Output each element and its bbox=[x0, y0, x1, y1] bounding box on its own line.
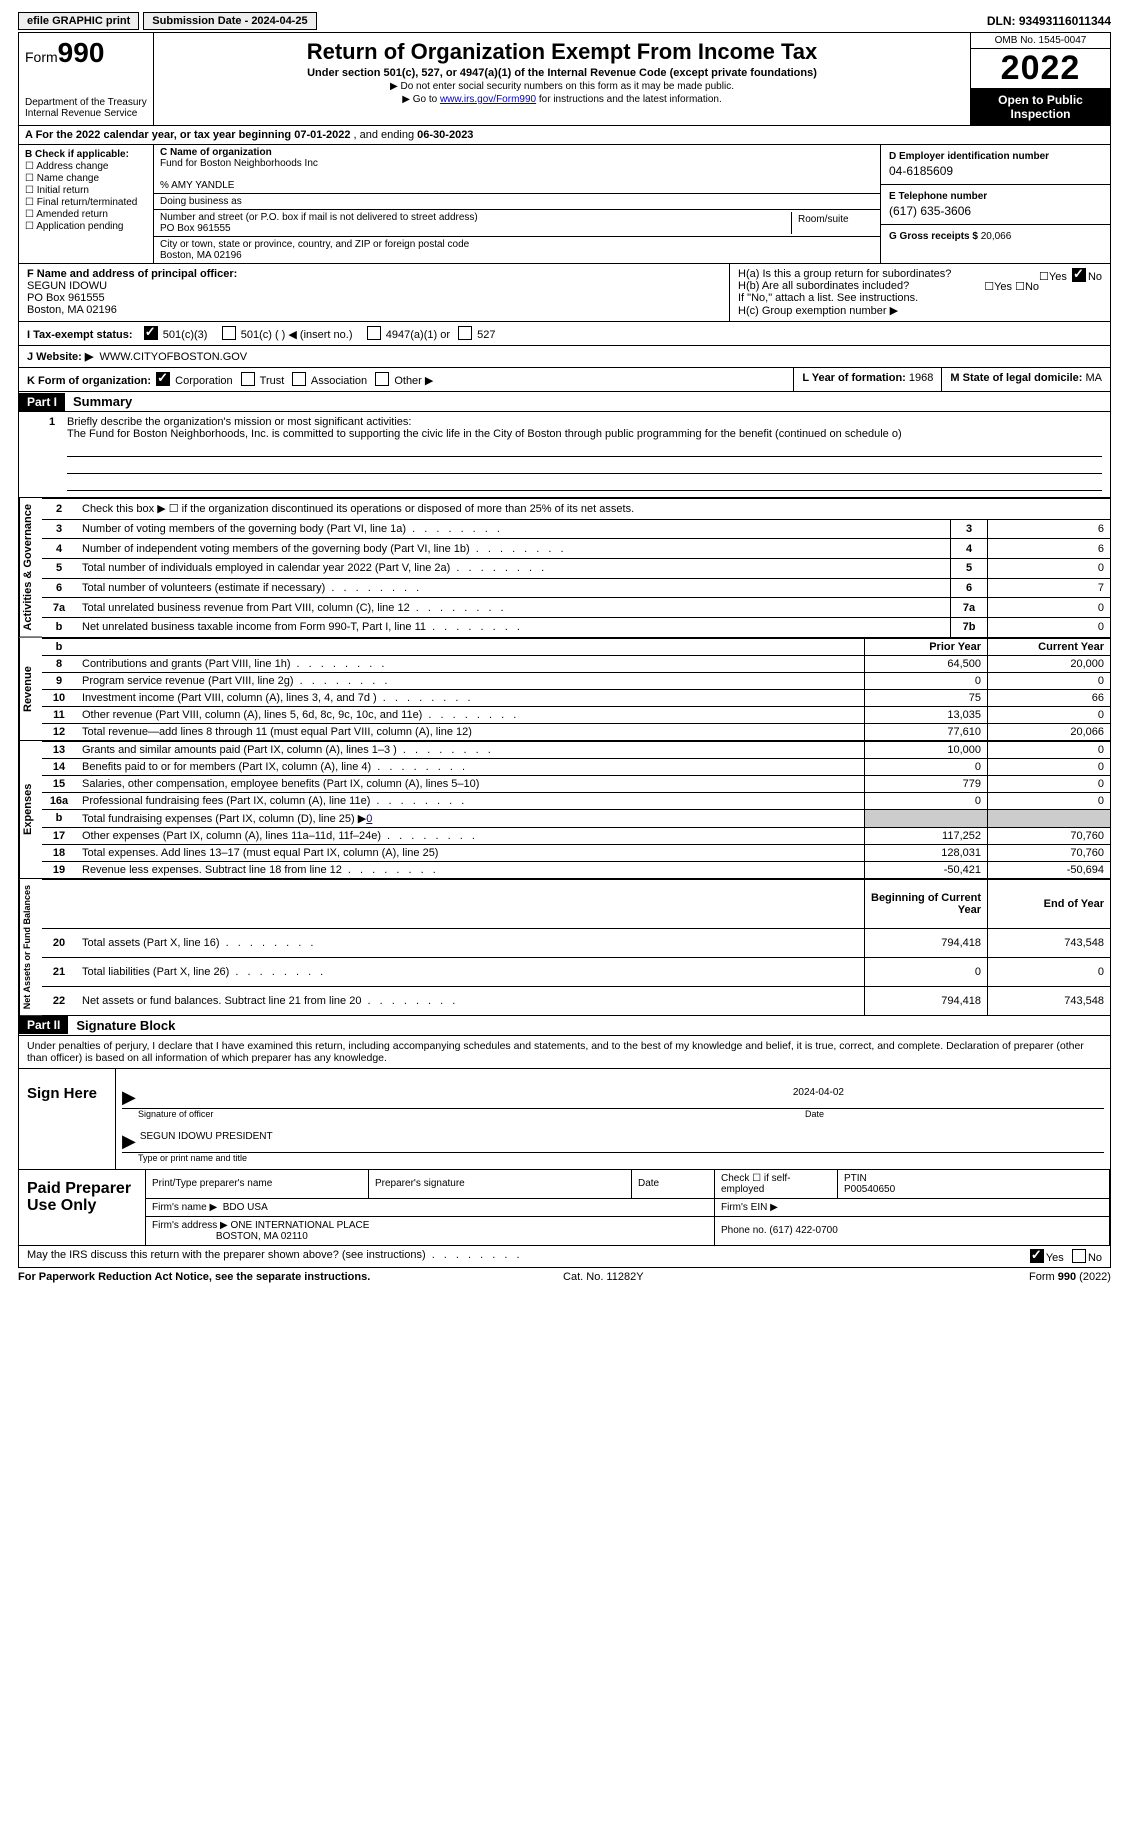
firm-addr1: ONE INTERNATIONAL PLACE bbox=[231, 1220, 370, 1231]
irs-link[interactable]: www.irs.gov/Form990 bbox=[440, 94, 536, 105]
chk-other[interactable] bbox=[375, 372, 389, 386]
org-name: Fund for Boston Neighborhoods Inc bbox=[160, 158, 318, 169]
officer-print-name: SEGUN IDOWU PRESIDENT bbox=[140, 1131, 273, 1152]
chk-app-pending[interactable]: Application pending bbox=[25, 221, 147, 232]
state-domicile: MA bbox=[1086, 372, 1103, 384]
officer-addr2: Boston, MA 02196 bbox=[27, 304, 117, 316]
topbar: efile GRAPHIC print Submission Date - 20… bbox=[18, 12, 1111, 30]
hc-label: H(c) Group exemption number ▶ bbox=[738, 304, 1102, 317]
firm-name: BDO USA bbox=[223, 1202, 268, 1213]
sign-date: 2024-04-02 bbox=[793, 1087, 1104, 1108]
vtab-revenue: Revenue bbox=[19, 638, 42, 741]
chk-assoc[interactable] bbox=[292, 372, 306, 386]
dln: DLN: 93493116011344 bbox=[987, 14, 1111, 28]
ha-no-check[interactable] bbox=[1072, 268, 1086, 282]
dept-treasury: Department of the Treasury bbox=[25, 97, 147, 108]
netassets-section: Net Assets or Fund Balances Beginning of… bbox=[18, 879, 1111, 1016]
chk-corp[interactable] bbox=[156, 372, 170, 386]
city-label: City or town, state or province, country… bbox=[160, 239, 469, 250]
activities-gov-section: Activities & Governance 2Check this box … bbox=[18, 498, 1111, 638]
expenses-section: Expenses 13Grants and similar amounts pa… bbox=[18, 741, 1111, 879]
row-i-status: I Tax-exempt status: 501(c)(3) 501(c) ( … bbox=[18, 322, 1111, 346]
paid-preparer-block: Paid Preparer Use Only Print/Type prepar… bbox=[18, 1170, 1111, 1246]
chk-amended[interactable]: Amended return bbox=[25, 209, 147, 220]
chk-final-return[interactable]: Final return/terminated bbox=[25, 197, 147, 208]
officer-addr1: PO Box 961555 bbox=[27, 292, 105, 304]
dba-label: Doing business as bbox=[160, 196, 242, 207]
part1-header: Part I Summary bbox=[18, 392, 1111, 412]
ein-label: D Employer identification number bbox=[889, 151, 1049, 162]
chk-trust[interactable] bbox=[241, 372, 255, 386]
goto-note: Go to www.irs.gov/Form990 for instructio… bbox=[158, 94, 966, 105]
form-title: Return of Organization Exempt From Incom… bbox=[158, 39, 966, 65]
sign-here-label: Sign Here bbox=[19, 1069, 116, 1169]
care-of: % AMY YANDLE bbox=[160, 180, 234, 191]
form-subtitle: Under section 501(c), 527, or 4947(a)(1)… bbox=[158, 67, 966, 79]
firm-addr2: BOSTON, MA 02110 bbox=[216, 1231, 308, 1242]
tax-year: 2022 bbox=[971, 49, 1110, 89]
part2-header: Part II Signature Block bbox=[18, 1016, 1111, 1036]
mission-text: The Fund for Boston Neighborhoods, Inc. … bbox=[67, 428, 902, 440]
chk-name-change[interactable]: Name change bbox=[25, 173, 147, 184]
public-inspection: Open to Public Inspection bbox=[971, 89, 1110, 125]
website-value: WWW.CITYOFBOSTON.GOV bbox=[99, 351, 247, 363]
gross-receipts-value: 20,066 bbox=[981, 231, 1012, 242]
row-k-l-m: K Form of organization: Corporation Trus… bbox=[18, 368, 1111, 392]
vtab-gov: Activities & Governance bbox=[19, 498, 42, 638]
sign-here-block: Sign Here ▶2024-04-02 Signature of offic… bbox=[18, 1069, 1111, 1170]
officer-name: SEGUN IDOWU bbox=[27, 280, 107, 292]
section-f-h: F Name and address of principal officer:… bbox=[18, 264, 1111, 322]
discuss-yes[interactable] bbox=[1030, 1249, 1044, 1263]
ha-label: H(a) Is this a group return for subordin… bbox=[738, 268, 951, 280]
footer-final: For Paperwork Reduction Act Notice, see … bbox=[18, 1268, 1111, 1286]
chk-address-change[interactable]: Address change bbox=[25, 161, 147, 172]
ssn-note: Do not enter social security numbers on … bbox=[158, 81, 966, 92]
phone-value: (617) 635-3606 bbox=[889, 204, 1102, 218]
efile-btn[interactable]: efile GRAPHIC print bbox=[18, 12, 139, 30]
irs-discuss-row: May the IRS discuss this return with the… bbox=[18, 1246, 1111, 1268]
fundraising-link[interactable]: 0 bbox=[366, 813, 372, 825]
form-number: Form990 bbox=[25, 37, 147, 69]
room-suite-label: Room/suite bbox=[792, 212, 874, 234]
year-formation: 1968 bbox=[909, 372, 933, 384]
vtab-expenses: Expenses bbox=[19, 741, 42, 879]
discuss-no[interactable] bbox=[1072, 1249, 1086, 1263]
form-ref: Form 990 (2022) bbox=[1029, 1271, 1111, 1283]
street-address: PO Box 961555 bbox=[160, 223, 231, 234]
mission-block: 1 Briefly describe the organization's mi… bbox=[18, 412, 1111, 498]
hb-label: H(b) Are all subordinates included? bbox=[738, 280, 909, 292]
row-j-website: J Website: ▶ WWW.CITYOFBOSTON.GOV bbox=[18, 346, 1111, 368]
perjury-declaration: Under penalties of perjury, I declare th… bbox=[18, 1036, 1111, 1069]
paid-preparer-label: Paid Preparer Use Only bbox=[19, 1170, 146, 1245]
hb-note: If "No," attach a list. See instructions… bbox=[738, 292, 1102, 304]
chk-initial-return[interactable]: Initial return bbox=[25, 185, 147, 196]
chk-501c3[interactable] bbox=[144, 326, 158, 340]
firm-ein-label: Firm's EIN ▶ bbox=[715, 1198, 1110, 1216]
chk-527[interactable] bbox=[458, 326, 472, 340]
revenue-section: Revenue bPrior YearCurrent Year 8Contrib… bbox=[18, 638, 1111, 741]
city-state-zip: Boston, MA 02196 bbox=[160, 250, 242, 261]
form-header: Form990 Department of the Treasury Inter… bbox=[18, 32, 1111, 126]
chk-4947[interactable] bbox=[367, 326, 381, 340]
f-label: F Name and address of principal officer: bbox=[27, 268, 237, 280]
firm-phone: (617) 422-0700 bbox=[769, 1225, 837, 1236]
phone-label: E Telephone number bbox=[889, 191, 987, 202]
omb-number: OMB No. 1545-0047 bbox=[971, 33, 1110, 49]
cat-no: Cat. No. 11282Y bbox=[563, 1271, 644, 1283]
addr-label: Number and street (or P.O. box if mail i… bbox=[160, 212, 478, 223]
ein-value: 04-6185609 bbox=[889, 164, 1102, 178]
pra-notice: For Paperwork Reduction Act Notice, see … bbox=[18, 1271, 370, 1283]
identity-block: B Check if applicable: Address change Na… bbox=[18, 145, 1111, 264]
chk-501c[interactable] bbox=[222, 326, 236, 340]
submission-date: Submission Date - 2024-04-25 bbox=[143, 12, 316, 30]
check-b-label: B Check if applicable: bbox=[25, 149, 129, 160]
gross-receipts-label: G Gross receipts $ bbox=[889, 231, 978, 242]
c-name-label: C Name of organization bbox=[160, 147, 272, 158]
row-a-period: A For the 2022 calendar year, or tax yea… bbox=[18, 126, 1111, 145]
irs-line: Internal Revenue Service bbox=[25, 108, 147, 119]
vtab-netassets: Net Assets or Fund Balances bbox=[19, 879, 42, 1016]
ptin-value: P00540650 bbox=[844, 1184, 895, 1195]
